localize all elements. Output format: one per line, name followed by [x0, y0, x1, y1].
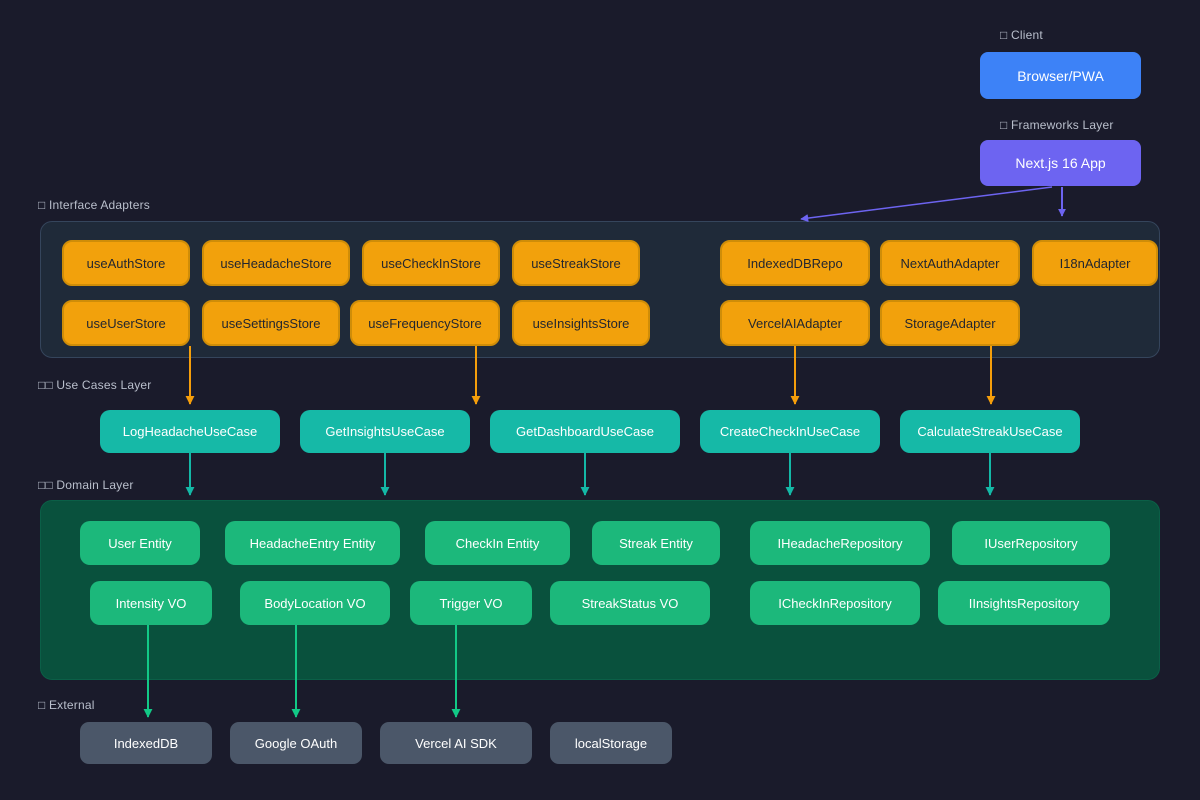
- node-body-location-vo: BodyLocation VO: [240, 581, 390, 625]
- node-local-storage: localStorage: [550, 722, 672, 764]
- node-calculate-streak-usecase: CalculateStreakUseCase: [900, 410, 1080, 453]
- node-indexeddb-repo: IndexedDBRepo: [720, 240, 870, 286]
- node-use-auth-store: useAuthStore: [62, 240, 190, 286]
- node-user-entity: User Entity: [80, 521, 200, 565]
- node-checkin-entity: CheckIn Entity: [425, 521, 570, 565]
- node-icheckin-repository: ICheckInRepository: [750, 581, 920, 625]
- node-vercel-ai-sdk: Vercel AI SDK: [380, 722, 532, 764]
- frameworks-section-label: □ Frameworks Layer: [1000, 118, 1114, 132]
- node-iinsights-repository: IInsightsRepository: [938, 581, 1110, 625]
- node-browser-pwa: Browser/PWA: [980, 52, 1141, 99]
- client-section-label: □ Client: [1000, 28, 1043, 42]
- node-google-oauth: Google OAuth: [230, 722, 362, 764]
- node-intensity-vo: Intensity VO: [90, 581, 212, 625]
- node-storage-adapter: StorageAdapter: [880, 300, 1020, 346]
- node-streak-status-vo: StreakStatus VO: [550, 581, 710, 625]
- node-get-insights-usecase: GetInsightsUseCase: [300, 410, 470, 453]
- node-create-checkin-usecase: CreateCheckInUseCase: [700, 410, 880, 453]
- node-use-insights-store: useInsightsStore: [512, 300, 650, 346]
- node-use-checkin-store: useCheckInStore: [362, 240, 500, 286]
- node-headache-entry-entity: HeadacheEntry Entity: [225, 521, 400, 565]
- node-log-headache-usecase: LogHeadacheUseCase: [100, 410, 280, 453]
- node-iuser-repository: IUserRepository: [952, 521, 1110, 565]
- node-i18n-adapter: I18nAdapter: [1032, 240, 1158, 286]
- interface-adapters-section-label: □ Interface Adapters: [38, 198, 150, 212]
- node-use-frequency-store: useFrequencyStore: [350, 300, 500, 346]
- external-section-label: □ External: [38, 698, 95, 712]
- node-streak-entity: Streak Entity: [592, 521, 720, 565]
- node-use-user-store: useUserStore: [62, 300, 190, 346]
- node-iheadache-repository: IHeadacheRepository: [750, 521, 930, 565]
- node-indexeddb: IndexedDB: [80, 722, 212, 764]
- node-trigger-vo: Trigger VO: [410, 581, 532, 625]
- node-get-dashboard-usecase: GetDashboardUseCase: [490, 410, 680, 453]
- node-nextjs-app: Next.js 16 App: [980, 140, 1141, 186]
- node-use-streak-store: useStreakStore: [512, 240, 640, 286]
- node-use-headache-store: useHeadacheStore: [202, 240, 350, 286]
- node-nextauth-adapter: NextAuthAdapter: [880, 240, 1020, 286]
- domain-section-label: □□ Domain Layer: [38, 478, 134, 492]
- use-cases-section-label: □□ Use Cases Layer: [38, 378, 152, 392]
- node-use-settings-store: useSettingsStore: [202, 300, 340, 346]
- node-vercel-ai-adapter: VercelAIAdapter: [720, 300, 870, 346]
